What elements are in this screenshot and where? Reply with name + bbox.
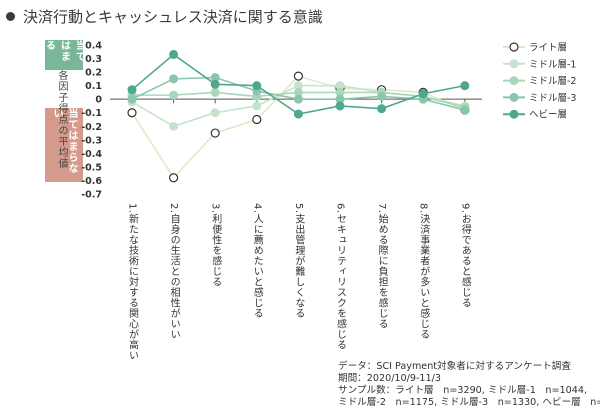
data-point: [293, 109, 303, 119]
legend-label: ミドル層-1: [529, 59, 576, 70]
data-point: [460, 81, 470, 91]
y-tick-label: 0.1: [85, 81, 102, 92]
x-category-label: 8.決済事業者が多いと感じる: [418, 203, 430, 340]
data-point: [293, 94, 303, 104]
legend-label: ミドル層-3: [529, 93, 576, 104]
disagree-tag: 当てはまらない: [45, 108, 83, 182]
data-point: [377, 91, 387, 101]
x-category-label: 5.支出管理が難しくなる: [293, 203, 305, 319]
y-tick-label: 0.3: [85, 54, 102, 65]
x-category-label: 6.セキュリティリスクを感じる: [335, 203, 347, 350]
y-tick-label: 0: [95, 95, 102, 106]
y-axis-label: 各因子得点の平均値: [56, 70, 67, 169]
footer-line-period: 期間：2020/10/9-11/3: [338, 373, 441, 384]
y-tick-label: -0.2: [81, 122, 102, 133]
data-point: [210, 108, 220, 118]
data-point: [169, 121, 179, 131]
data-point: [377, 104, 387, 114]
x-category-label: 9.お得であると感じる: [459, 203, 471, 308]
legend-marker: [509, 92, 519, 102]
data-point: [210, 128, 220, 138]
legend-marker: [509, 109, 519, 119]
legend-label: ヘビー層: [529, 110, 567, 121]
y-tick-label: -0.3: [81, 135, 102, 146]
legend-label: ミドル層-2: [529, 76, 576, 87]
data-point: [169, 173, 179, 183]
x-category-label: 2.自身の生活との相性がいい: [168, 203, 180, 340]
y-tick-label: -0.1: [81, 108, 102, 119]
data-source-note: データ：SCI Payment対象者に対するアンケート調査 期間：2020/10…: [338, 361, 600, 409]
data-point: [169, 90, 179, 100]
data-point: [335, 101, 345, 111]
data-point: [210, 79, 220, 89]
data-point: [252, 101, 262, 111]
y-tick-label: -0.6: [81, 176, 102, 187]
data-point: [252, 114, 262, 125]
data-point: [169, 74, 179, 84]
footer-line-samples-2: ミドル層-2 n=1175, ミドル層-3 n=1330, ヘビー層 n=346…: [338, 397, 600, 408]
data-point: [127, 108, 137, 118]
title-row: 決済行動とキャッシュレス決済に関する意識: [6, 4, 323, 28]
data-point: [210, 87, 220, 97]
agree-tag: 当てはまる: [44, 40, 85, 70]
page-title: 決済行動とキャッシュレス決済に関する意識: [23, 7, 323, 26]
data-point: [127, 85, 137, 95]
y-tick-label: -0.4: [81, 149, 102, 160]
legend-label: ライト層: [529, 43, 567, 54]
data-point: [293, 71, 303, 81]
bullet-icon: [6, 11, 15, 21]
y-tick-label: -0.5: [81, 162, 102, 173]
data-point: [127, 94, 137, 104]
legend-marker: [509, 42, 519, 52]
data-point: [418, 89, 428, 99]
y-tick-label: 0.4: [85, 41, 102, 52]
footer-line-samples-1: サンプル数：ライト層 n=3290, ミドル層-1 n=1044,: [338, 385, 587, 396]
data-point: [460, 105, 470, 115]
y-tick-label: -0.7: [81, 190, 102, 201]
legend-marker: [509, 59, 519, 69]
data-point: [252, 81, 262, 91]
x-category-label: 1.新たな技術に対する関心が高い: [127, 203, 139, 361]
x-category-label: 3.利便性を感じる: [210, 203, 222, 287]
footer-line-source: データ：SCI Payment対象者に対するアンケート調査: [338, 361, 571, 372]
x-category-label: 4.人に薦めたいと感じる: [251, 203, 263, 319]
x-category-label: 7.始める際に負担を感じる: [376, 203, 388, 329]
legend-marker: [509, 76, 519, 86]
y-tick-label: 0.2: [85, 68, 102, 79]
data-point: [169, 49, 179, 59]
